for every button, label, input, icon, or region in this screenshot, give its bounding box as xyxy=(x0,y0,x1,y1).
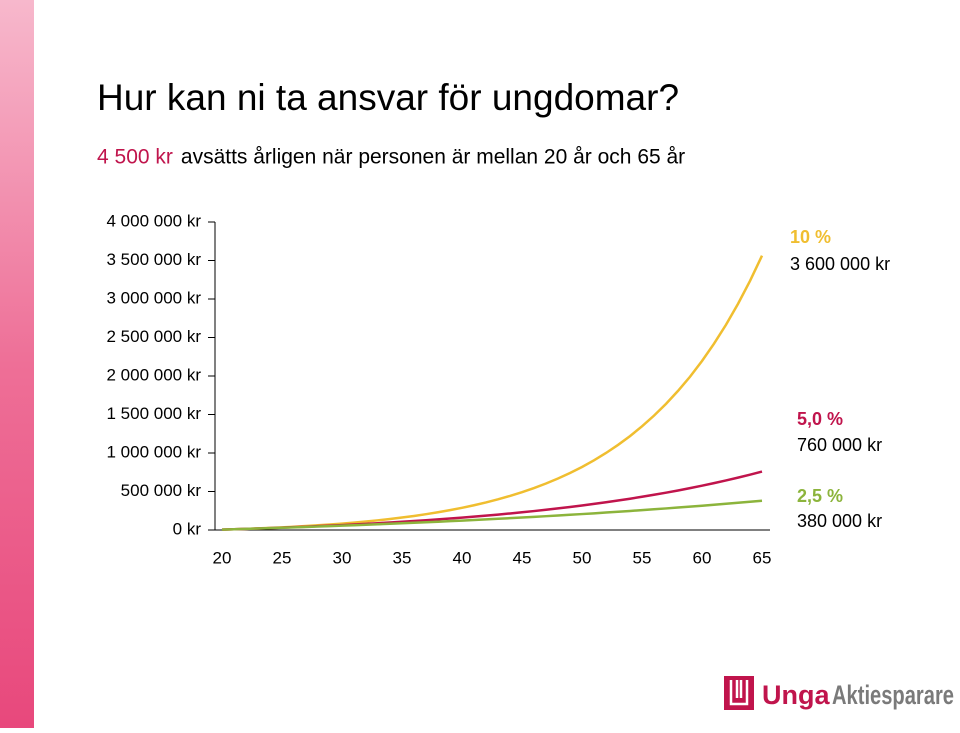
y-tick-label: 2 000 000 kr xyxy=(106,365,201,384)
subtitle: avsätts årligen när personen är mellan 2… xyxy=(181,146,685,169)
x-tick-label: 30 xyxy=(333,548,352,567)
y-tick-label: 2 500 000 kr xyxy=(106,327,201,346)
x-tick-label: 20 xyxy=(213,548,232,567)
y-tick-label: 0 kr xyxy=(173,519,202,538)
series-end-label: 3 600 000 kr xyxy=(790,254,890,274)
y-tick-label: 3 500 000 kr xyxy=(106,250,201,269)
x-tick-label: 35 xyxy=(393,548,412,567)
logo-text-rest: Aktiesparare xyxy=(832,680,954,710)
y-tick-label: 3 000 000 kr xyxy=(106,288,201,307)
x-tick-label: 25 xyxy=(273,548,292,567)
y-tick-label: 500 000 kr xyxy=(121,481,202,500)
series-line xyxy=(221,255,764,531)
series-name: 10 % xyxy=(790,227,831,247)
y-tick-label: 1 000 000 kr xyxy=(106,442,201,461)
x-tick-label: 40 xyxy=(453,548,472,567)
x-tick-label: 45 xyxy=(513,548,532,567)
x-tick-label: 50 xyxy=(573,548,592,567)
x-tick-label: 60 xyxy=(693,548,712,567)
x-tick-label: 65 xyxy=(753,548,772,567)
logo: Unga Aktiesparare xyxy=(724,676,954,710)
title: Hur kan ni ta ansvar för ungdomar? xyxy=(97,77,679,118)
series-end-label: 380 000 kr xyxy=(797,511,882,531)
series-end-label: 760 000 kr xyxy=(797,435,882,455)
logo-text-unga: Unga xyxy=(762,680,830,710)
series-name: 2,5 % xyxy=(797,486,843,506)
y-tick-label: 4 000 000 kr xyxy=(106,211,201,230)
series-name: 5,0 % xyxy=(797,409,843,429)
x-tick-label: 55 xyxy=(633,548,652,567)
side-bar xyxy=(0,0,34,728)
subtitle-amount: 4 500 kr xyxy=(97,146,173,169)
series-line xyxy=(221,499,763,531)
y-tick-label: 1 500 000 kr xyxy=(106,404,201,423)
